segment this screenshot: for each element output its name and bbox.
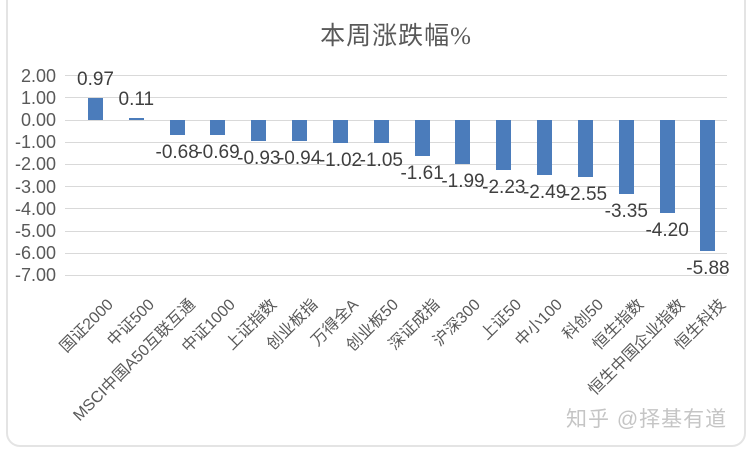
bar [537,120,553,176]
y-axis-tick-label: -2.00 [14,154,56,175]
bar [88,98,103,120]
bar-value-label: -2.23 [482,176,526,198]
y-axis-tick-label: 0.00 [20,110,56,130]
gridline [65,163,727,165]
bar-value-label: -5.88 [686,257,730,279]
y-axis-tick-label: -3.00 [14,176,56,197]
gridline [65,208,727,210]
bar-value-label: -0.69 [196,142,240,164]
bar-value-label: -1.02 [318,149,363,171]
bar [169,120,185,136]
bar [659,120,675,214]
chart-title: 本周涨跌幅% [320,23,472,50]
bar [128,117,144,120]
gridline [65,252,727,254]
bar [292,120,308,141]
y-axis-tick-label: -5.00 [14,221,56,241]
bar [332,120,348,143]
gridline [65,274,727,276]
bar-value-label: -2.55 [563,183,608,205]
bar [577,120,593,177]
watermark: 知乎 @择基有道 [566,408,728,431]
bar-value-label: -3.35 [604,201,648,223]
bar [210,120,226,136]
y-axis-tick-label: -7.00 [14,265,56,286]
bar [414,120,430,156]
chart-card-border [6,0,746,447]
gridline [65,119,727,121]
bar [496,120,512,170]
bar-value-label: -1.61 [400,162,444,184]
bar-value-label: -0.93 [237,147,281,169]
y-axis-tick-label: 1.00 [20,87,56,108]
gridline [65,230,727,232]
gridline [65,97,727,99]
bar-value-label: -4.20 [645,220,689,242]
bar-value-label: -0.68 [155,142,199,164]
bar [700,120,716,251]
y-axis-tick-label: -1.00 [14,132,56,153]
bar [455,120,471,165]
y-axis-tick-label: 2.00 [20,65,56,86]
gridline [65,141,727,143]
bar-value-label: -2.49 [522,182,567,204]
bar [251,120,267,141]
gridline [65,75,727,77]
bar [618,120,634,195]
gridline [65,186,727,188]
bar-value-label: -1.99 [441,171,485,193]
bar [373,120,389,144]
bar-value-label: -0.94 [277,147,322,169]
y-axis-tick-label: -4.00 [14,198,56,219]
y-axis-tick-label: -6.00 [14,243,56,264]
bar-value-label: -1.05 [359,150,403,172]
bar-value-label: 0.11 [118,88,155,110]
bar-value-label: 0.97 [77,69,114,91]
